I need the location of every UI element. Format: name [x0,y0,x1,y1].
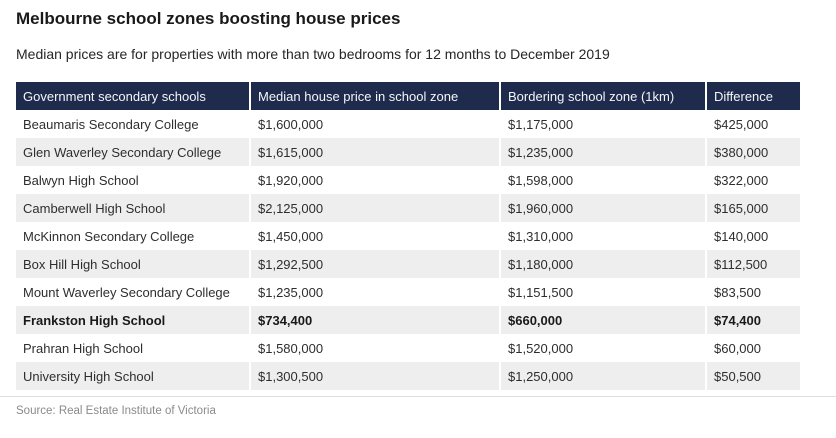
table-row: Balwyn High School $1,920,000 $1,598,000 $3… [16,166,800,194]
table-row: Camberwell High School $2,125,000 $1,960,0… [16,194,800,222]
zone-price-cell: $1,450,000 [249,222,500,250]
table-row: Mount Waverley Secondary College $1,235,0… [16,278,800,306]
column-header-bordering-zone: Bordering school zone (1km) [499,82,706,110]
price-table: Government secondary schools Median hous… [16,82,800,390]
difference-cell: $83,500 [705,278,800,306]
bordering-price-cell: $1,310,000 [499,222,706,250]
table-row: Frankston High School $734,400 $660,000 $74… [16,306,800,334]
footer-divider [0,396,836,397]
school-name-cell: Balwyn High School [23,172,139,188]
table-header-row: Government secondary schools Median hous… [16,82,800,110]
bordering-price-cell: $1,151,500 [499,278,706,306]
difference-cell: $60,000 [705,334,800,362]
zone-price-cell: $1,600,000 [249,110,500,138]
bordering-price-cell: $1,598,000 [499,166,706,194]
zone-price-cell: $1,580,000 [249,334,500,362]
school-name-cell: McKinnon Secondary College [23,228,195,244]
zone-price-cell: $734,400 [249,306,500,334]
bordering-price-cell: $1,960,000 [499,194,706,222]
table-row: Box Hill High School $1,292,500 $1,180,000… [16,250,800,278]
table-row: University High School $1,300,500 $1,250,0… [16,362,800,390]
school-name-cell: Camberwell High School [16,194,250,222]
difference-cell: $112,500 [705,250,800,278]
difference-cell: $380,000 [705,138,800,166]
bordering-price-cell: $660,000 [499,306,706,334]
zone-price-cell: $1,300,500 [249,362,500,390]
table-row: Beaumaris Secondary College $1,600,000 $1,… [16,110,800,138]
table-row: Prahran High School $1,580,000 $1,520,000 $… [16,334,800,362]
bordering-price-cell: $1,520,000 [499,334,706,362]
column-header-schools: Government secondary schools [16,82,250,110]
bordering-price-cell: $1,235,000 [499,138,706,166]
school-name-cell: University High School [16,362,250,390]
zone-price-cell: $1,292,500 [249,250,500,278]
school-name-cell: Prahran High School [23,340,143,356]
zone-price-cell: $2,125,000 [249,194,500,222]
difference-cell: $74,400 [705,306,800,334]
table-row: Glen Waverley Secondary College $1,615,00… [16,138,800,166]
source-note: Source: Real Estate Institute of Victori… [16,405,216,417]
school-name-cell: Beaumaris Secondary College [23,116,199,132]
page-title: Melbourne school zones boosting house pr… [16,9,401,28]
zone-price-cell: $1,235,000 [249,278,500,306]
zone-price-cell: $1,920,000 [249,166,500,194]
difference-cell: $322,000 [705,166,800,194]
school-name-cell: Frankston High School [16,306,250,334]
column-header-difference: Difference [705,82,800,110]
table-body: Beaumaris Secondary College $1,600,000 $1,… [16,110,800,390]
difference-cell: $425,000 [705,110,800,138]
subtitle: Median prices are for properties with mo… [16,46,610,62]
difference-cell: $165,000 [705,194,800,222]
school-name-cell: Glen Waverley Secondary College [16,138,250,166]
difference-cell: $140,000 [705,222,800,250]
bordering-price-cell: $1,180,000 [499,250,706,278]
school-name-cell: Box Hill High School [16,250,250,278]
bordering-price-cell: $1,175,000 [499,110,706,138]
school-name-cell: Mount Waverley Secondary College [23,284,230,300]
zone-price-cell: $1,615,000 [249,138,500,166]
bordering-price-cell: $1,250,000 [499,362,706,390]
column-header-zone-price: Median house price in school zone [249,82,500,110]
difference-cell: $50,500 [705,362,800,390]
table-row: McKinnon Secondary College $1,450,000 $1,3… [16,222,800,250]
